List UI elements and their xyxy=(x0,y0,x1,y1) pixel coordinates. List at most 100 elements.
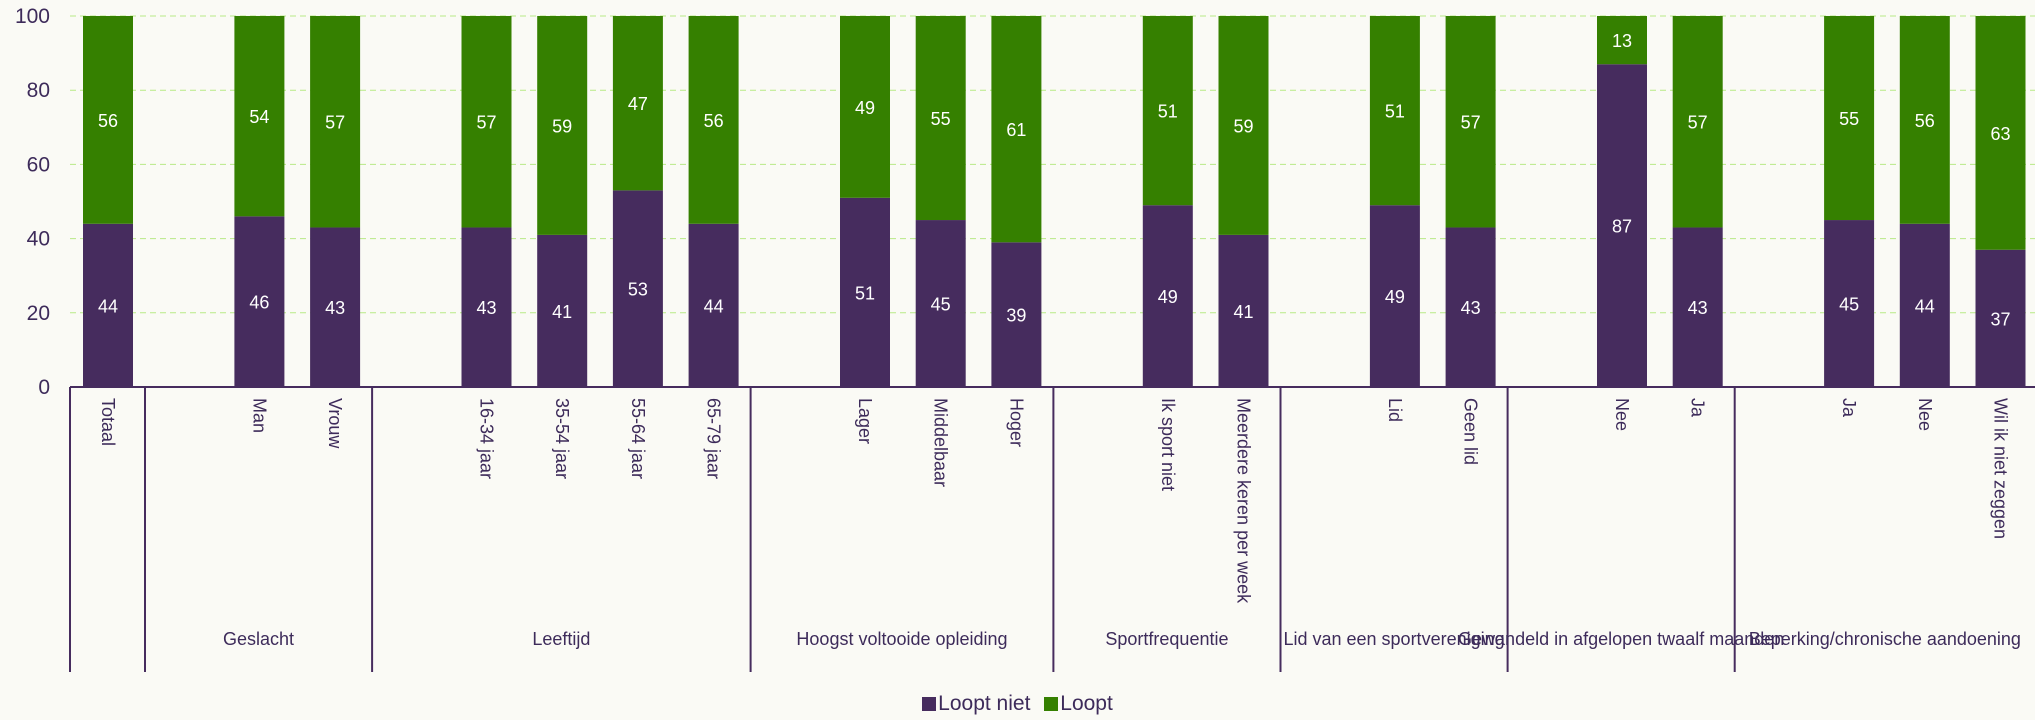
bar-loopt-sportfrequentie-meerdere-keren-per-week xyxy=(1218,16,1269,235)
bar-loopt-niet-geslacht-man xyxy=(234,216,285,387)
legend-swatch-loopt xyxy=(1044,697,1059,711)
y-tick-label-60: 60 xyxy=(27,153,50,176)
bar-loopt-niet-sportfrequentie-ik-sport-niet xyxy=(1142,205,1193,387)
y-tick-label-20: 20 xyxy=(27,302,50,325)
legend-item-loopt-niet: Loopt niet xyxy=(922,692,1030,716)
bar-loopt-niet-leeftijd-16-34-jaar xyxy=(461,227,512,387)
category-label-hoger: Hoger xyxy=(1006,398,1026,447)
group-label-gewandeld-in-afgelopen-twaalf-maanden: Gewandeld in afgelopen twaalf maanden xyxy=(1458,629,1784,649)
data-label-loopt-niet-55-64-jaar: 53 xyxy=(628,280,648,300)
category-label-wil-ik-niet-zeggen: Wil ik niet zeggen xyxy=(1991,398,2011,539)
data-label-loopt-niet-geen-lid: 43 xyxy=(1461,298,1481,318)
data-label-loopt-niet-16-34-jaar: 43 xyxy=(476,298,496,318)
data-label-loopt-meerdere-keren-per-week: 59 xyxy=(1233,116,1253,136)
data-label-loopt-nee: 56 xyxy=(1915,111,1935,131)
data-label-loopt-ik-sport-niet: 51 xyxy=(1158,102,1178,122)
bar-loopt-beperking-chronische-aandoening-wil-ik-niet-zeggen xyxy=(1975,16,2026,250)
data-label-loopt-ja: 57 xyxy=(1688,113,1708,133)
data-label-loopt-niet-hoger: 39 xyxy=(1006,306,1026,326)
category-label-65-79-jaar: 65-79 jaar xyxy=(704,398,724,479)
y-tick-label-0: 0 xyxy=(38,376,50,399)
group-label-leeftijd: Leeftijd xyxy=(532,629,590,649)
category-label-geen-lid: Geen lid xyxy=(1461,398,1481,465)
category-label-nee: Nee xyxy=(1612,398,1632,431)
bar-loopt-lid-van-een-sportvereniging-geen-lid xyxy=(1445,16,1496,228)
data-label-loopt-lid: 51 xyxy=(1385,102,1405,122)
data-label-loopt-65-79-jaar: 56 xyxy=(704,111,724,131)
bar-loopt-niet-beperking-chronische-aandoening-nee xyxy=(1899,223,1950,387)
bar-loopt-niet-hoogst-voltooide-opleiding-lager xyxy=(840,197,890,387)
data-label-loopt-geen-lid: 57 xyxy=(1461,113,1481,133)
data-label-loopt-niet-ik-sport-niet: 49 xyxy=(1158,287,1178,307)
data-label-loopt-niet-wil-ik-niet-zeggen: 37 xyxy=(1990,309,2010,329)
data-label-loopt-niet-ja: 45 xyxy=(1839,295,1859,315)
y-tick-label-40: 40 xyxy=(27,228,50,251)
bar-loopt-hoogst-voltooide-opleiding-lager xyxy=(840,16,890,198)
bar-loopt-niet-leeftijd-55-64-jaar xyxy=(612,190,663,387)
data-label-loopt-55-64-jaar: 47 xyxy=(628,94,648,114)
data-label-loopt-man: 54 xyxy=(249,107,269,127)
group-label-line: Hoogst voltooide opleiding xyxy=(796,629,1007,649)
data-label-loopt-niet-meerdere-keren-per-week: 41 xyxy=(1233,302,1253,322)
bar-loopt-niet-gewandeld-in-afgelopen-twaalf-maanden-ja xyxy=(1672,227,1723,387)
group-label-beperking-chronische-aandoening: Beperking/chronische aandoening xyxy=(1749,629,2021,649)
bar-loopt-niet-geslacht-vrouw xyxy=(310,227,361,387)
data-label-loopt-wil-ik-niet-zeggen: 63 xyxy=(1990,124,2010,144)
bar-loopt-sportfrequentie-ik-sport-niet xyxy=(1142,16,1193,206)
bar-loopt-leeftijd-16-34-jaar xyxy=(461,16,512,228)
data-label-loopt-16-34-jaar: 57 xyxy=(476,113,496,133)
data-label-loopt-niet-nee: 44 xyxy=(1915,296,1935,316)
group-label-lid-van-een-sportvereniging: Lid van een sportvereniging xyxy=(1283,629,1504,649)
data-label-loopt-nee: 13 xyxy=(1612,31,1632,51)
bar-loopt-niet-beperking-chronische-aandoening-ja xyxy=(1824,220,1875,387)
y-tick-label-80: 80 xyxy=(27,79,50,102)
bar-loopt-niet-leeftijd-65-79-jaar xyxy=(688,223,739,387)
data-label-loopt-niet-middelbaar: 45 xyxy=(931,295,951,315)
bar-loopt-hoogst-voltooide-opleiding-hoger xyxy=(991,16,1042,243)
bar-loopt-hoogst-voltooide-opleiding-middelbaar xyxy=(915,16,966,221)
category-label-lager: Lager xyxy=(855,398,875,444)
group-label-sportfrequentie: Sportfrequentie xyxy=(1105,629,1228,649)
category-label-totaal: Totaal xyxy=(98,398,118,446)
bar-loopt-geslacht-vrouw xyxy=(310,16,361,228)
data-label-loopt-niet-ja: 43 xyxy=(1688,298,1708,318)
bar-loopt-niet-lid-van-een-sportvereniging-lid xyxy=(1369,205,1420,387)
data-label-loopt-middelbaar: 55 xyxy=(931,109,951,129)
bar-loopt-leeftijd-55-64-jaar xyxy=(612,16,663,191)
category-label-lid: Lid xyxy=(1385,398,1405,422)
bar-loopt-gewandeld-in-afgelopen-twaalf-maanden-nee xyxy=(1597,16,1647,65)
data-label-loopt-ja: 55 xyxy=(1839,109,1859,129)
category-label-ja: Ja xyxy=(1839,398,1859,418)
bar-loopt-niet-hoogst-voltooide-opleiding-hoger xyxy=(991,242,1042,387)
category-label-meerdere-keren-per-week: Meerdere keren per week xyxy=(1234,398,1254,604)
data-label-loopt-niet-man: 46 xyxy=(249,293,269,313)
bar-loopt-leeftijd-35-54-jaar xyxy=(537,16,588,235)
group-label-line: Sportfrequentie xyxy=(1105,629,1228,649)
category-label-ik-sport-niet: Ik sport niet xyxy=(1158,398,1178,491)
stacked-bar-chart: 0 20 40 60 80 100 44 56 Totaal 46 54 Man 43 57 Vrouw 43… xyxy=(15,5,2035,672)
group-label-line: Lid van een sportvereniging xyxy=(1283,629,1504,649)
category-label-middelbaar: Middelbaar xyxy=(931,398,951,487)
data-label-loopt-totaal: 56 xyxy=(98,111,118,131)
bar-loopt-geslacht-man xyxy=(234,16,285,217)
category-label-nee: Nee xyxy=(1915,398,1935,431)
group-label-line: Beperking/chronische aandoening xyxy=(1749,629,2021,649)
category-label-man: Man xyxy=(249,398,269,433)
bar-loopt-niet-sportfrequentie-meerdere-keren-per-week xyxy=(1218,234,1269,387)
data-label-loopt-lager: 49 xyxy=(855,98,875,118)
data-label-loopt-hoger: 61 xyxy=(1006,120,1026,140)
legend-label-loopt-niet: Loopt niet xyxy=(938,692,1031,715)
bar-loopt-leeftijd-65-79-jaar xyxy=(688,16,739,224)
bar-loopt-niet-totaal-totaal xyxy=(83,223,133,387)
group-label-hoogst-voltooide-opleiding: Hoogst voltooide opleiding xyxy=(796,629,1007,649)
category-label-ja: Ja xyxy=(1688,398,1708,418)
bar-loopt-niet-gewandeld-in-afgelopen-twaalf-maanden-nee xyxy=(1597,64,1647,387)
category-label-35-54-jaar: 35-54 jaar xyxy=(552,398,572,479)
legend-item-loopt: Loopt xyxy=(1044,692,1113,716)
bar-loopt-gewandeld-in-afgelopen-twaalf-maanden-ja xyxy=(1672,16,1723,228)
category-label-55-64-jaar: 55-64 jaar xyxy=(628,398,648,479)
bar-loopt-totaal-totaal xyxy=(83,16,133,224)
group-label-line: Leeftijd xyxy=(532,629,590,649)
legend: Loopt niet Loopt xyxy=(0,692,2035,716)
data-label-loopt-niet-lid: 49 xyxy=(1385,287,1405,307)
